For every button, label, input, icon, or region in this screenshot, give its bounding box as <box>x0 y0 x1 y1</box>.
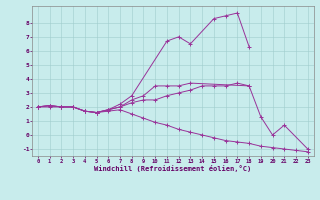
X-axis label: Windchill (Refroidissement éolien,°C): Windchill (Refroidissement éolien,°C) <box>94 165 252 172</box>
